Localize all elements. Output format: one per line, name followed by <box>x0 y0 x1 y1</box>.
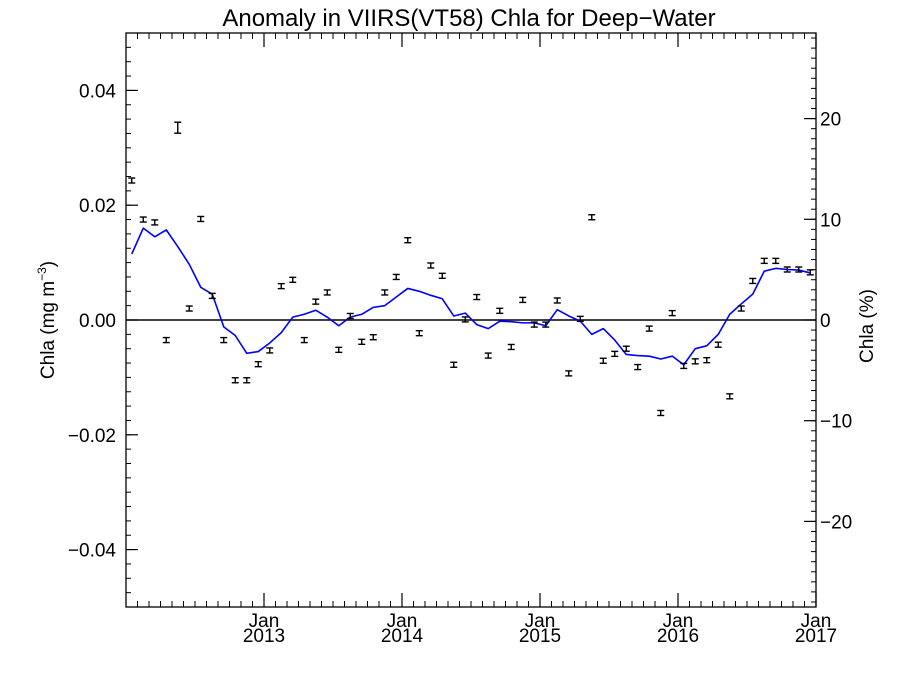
data-point-error-bar <box>450 361 458 368</box>
data-point-error-bar <box>128 177 136 184</box>
data-point-error-bar <box>174 121 182 134</box>
x-tick-label-month: Jan <box>663 611 694 632</box>
data-point-error-bar <box>703 356 711 364</box>
x-tick-label-year: 2013 <box>243 626 285 647</box>
data-point-error-bar <box>427 262 435 269</box>
data-point-error-bar <box>657 409 665 417</box>
x-tick-label-month: Jan <box>249 611 280 632</box>
data-point-error-bar <box>162 336 170 344</box>
data-point-error-bar <box>312 298 320 305</box>
y-ticks-right: 20 10 0 −10 −20 <box>804 110 852 533</box>
y-axis-label-left: Chla (mg m−3) <box>35 261 59 379</box>
y-tick-label-left: 0.00 <box>79 311 116 332</box>
data-point-error-bar <box>220 336 228 344</box>
data-point-error-bar <box>519 296 527 304</box>
data-point-error-bar <box>208 292 216 300</box>
data-point-error-bar <box>634 363 642 371</box>
data-point-error-bar <box>599 357 607 364</box>
data-point-error-bar <box>381 289 389 296</box>
data-point-error-bar <box>243 377 251 384</box>
data-point-error-bar <box>323 289 331 296</box>
y-tick-label-right: 10 <box>820 210 841 231</box>
data-point-error-bar <box>611 350 619 358</box>
x-tick-label-year: 2016 <box>657 626 699 647</box>
smoothed-series-line <box>131 227 811 366</box>
data-point-error-bar <box>576 315 584 323</box>
y-axis-label-right: Chla (%) <box>857 289 878 363</box>
data-point-error-bar <box>335 346 343 354</box>
data-point-error-bar <box>151 219 159 226</box>
data-point-error-bar <box>277 282 285 290</box>
data-point-error-bar <box>749 277 757 285</box>
data-point-error-bar <box>346 312 354 320</box>
anomaly-error-bars <box>128 121 814 417</box>
data-point-error-bar <box>289 276 297 284</box>
data-point-error-bar <box>507 343 515 351</box>
data-point-error-bar <box>496 307 504 315</box>
data-point-error-bar <box>783 266 791 273</box>
data-point-error-bar <box>392 273 400 281</box>
data-point-error-bar <box>254 360 262 368</box>
data-point-error-bar <box>760 257 768 265</box>
y-tick-label-right: −20 <box>820 512 852 533</box>
y-tick-label-right: 20 <box>820 110 841 131</box>
data-point-error-bar <box>530 321 538 328</box>
data-point-error-bar <box>438 272 446 280</box>
data-point-error-bar <box>588 214 596 221</box>
data-point-error-bar <box>553 297 561 304</box>
x-tick-label-year: 2015 <box>519 626 561 647</box>
data-point-error-bar <box>266 347 274 354</box>
plot-frame <box>125 32 817 608</box>
data-point-error-bar <box>622 345 630 352</box>
data-point-error-bar <box>358 338 366 346</box>
data-point-error-bar <box>565 370 573 377</box>
data-point-error-bar <box>645 325 653 332</box>
data-point-error-bar <box>300 336 308 344</box>
chart-title: Anomaly in VIIRS(VT58) Chla for Deep−Wat… <box>222 5 715 32</box>
y-tick-label-right: 0 <box>820 311 831 332</box>
data-point-error-bar <box>415 330 423 337</box>
x-tick-label-year: 2014 <box>381 626 424 647</box>
y-ticks-left: 0.04 0.02 0.00 −0.02 −0.04 <box>68 81 138 562</box>
data-point-error-bar <box>806 269 814 276</box>
data-point-error-bar <box>668 309 676 317</box>
data-point-error-bar <box>691 358 699 365</box>
data-point-error-bar <box>369 334 377 341</box>
x-tick-label-year: 2017 <box>795 626 837 647</box>
data-point-error-bar <box>795 266 803 273</box>
data-point-error-bar <box>473 293 481 301</box>
data-point-error-bar <box>231 377 239 384</box>
data-point-error-bar <box>197 215 205 223</box>
data-point-error-bar <box>461 316 469 323</box>
data-point-error-bar <box>404 237 412 244</box>
data-point-error-bar <box>726 393 734 400</box>
data-point-error-bar <box>484 352 492 359</box>
y-tick-label-left: 0.04 <box>79 81 116 102</box>
data-point-error-bar <box>737 305 745 312</box>
x-tick-label-month: Jan <box>387 611 418 632</box>
y-tick-label-left: −0.04 <box>68 541 117 562</box>
y-tick-label-left: −0.02 <box>68 426 116 447</box>
data-point-error-bar <box>139 216 147 223</box>
data-point-error-bar <box>680 362 688 370</box>
x-tick-label-month: Jan <box>525 611 556 632</box>
data-point-error-bar <box>772 257 780 265</box>
data-point-error-bar <box>542 321 550 328</box>
y-tick-label-right: −10 <box>820 412 852 433</box>
x-tick-label-month: Jan <box>801 611 832 632</box>
data-point-error-bar <box>714 341 722 348</box>
y-tick-label-left: 0.02 <box>79 196 116 217</box>
data-point-error-bar <box>185 305 193 312</box>
